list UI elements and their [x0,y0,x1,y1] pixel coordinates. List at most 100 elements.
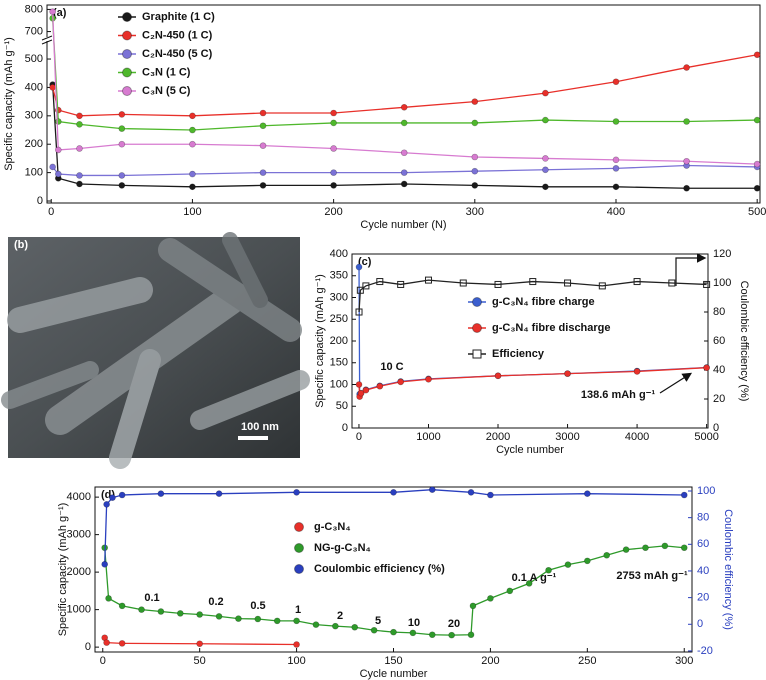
data-point [622,546,630,553]
y2-tick-label: 120 [713,248,731,260]
legend-label: C₂N-450 (5 C) [142,48,213,60]
y2-tick-label: 60 [713,335,725,347]
legend-label: Efficiency [492,348,545,360]
data-point [525,580,533,587]
data-point [105,595,112,602]
data-point [400,119,408,127]
x-axis-label: Cycle number [360,668,428,680]
data-point [425,375,432,383]
axis-break [44,37,50,41]
y2-tick-label: 80 [713,306,725,318]
data-point [49,163,56,171]
data-point [138,606,145,613]
data-point [471,153,479,161]
x-tick-label: 250 [578,655,596,667]
data-point [293,617,300,625]
legend-label: NG-g-C₃N₄ [314,542,371,554]
x-tick-label: 300 [466,206,484,218]
data-point [753,160,761,168]
data-point [357,389,365,397]
data-point [76,180,83,188]
data-point [428,486,436,493]
annotation: 0.5 [250,600,265,612]
legend-label: C₃N (1 C) [142,66,191,78]
data-point [612,165,620,172]
axis-break [41,35,53,45]
legend-marker [472,323,482,333]
data-point [355,381,363,388]
data-point [542,89,549,97]
data-point [293,489,300,496]
data-point [564,370,571,377]
data-point [103,501,110,508]
data-point [330,109,337,117]
legend-marker [294,564,304,574]
legend-label: g-C₃N₄ fibre discharge [492,322,611,334]
data-point [54,146,62,154]
x-tick-label: 2000 [486,431,510,443]
y2-tick-label: 40 [697,565,709,577]
y-tick-label: 500 [25,53,43,65]
data-point [189,112,196,120]
annotation: 0.2 [208,596,223,608]
panel-label: (b) [14,239,28,251]
data-point [109,494,116,501]
data-point [529,278,537,286]
series-line [104,545,685,636]
series-line [104,489,685,565]
data-point [400,149,408,157]
data-point [390,489,397,496]
data-point [612,118,620,125]
data-point [76,172,83,179]
scale-bar-label: 100 nm [241,421,279,433]
data-point [400,104,408,111]
data-point [157,608,165,615]
legend-marker [472,297,482,307]
data-point [494,280,502,288]
data-point [471,182,479,189]
data-point [54,118,62,125]
data-point [235,615,242,622]
data-point [753,184,761,192]
x-tick-label: 0 [100,655,106,667]
data-point [542,166,549,174]
x-axis-label: Cycle number [496,444,564,456]
data-point [603,551,611,559]
data-point [683,118,690,125]
x-axis-label: Cycle number (N) [360,219,446,231]
data-point [703,280,711,288]
x-tick-label: 3000 [555,431,579,443]
data-point [355,308,363,316]
data-point [397,378,404,386]
data-point [118,140,126,148]
annotation: 10 [408,617,420,629]
data-point [612,78,620,86]
data-point [76,145,83,152]
data-point [54,170,62,178]
data-point [390,628,397,636]
x-tick-label: 100 [287,655,305,667]
data-point [487,595,494,602]
data-point [564,561,572,568]
data-point [293,641,300,648]
data-point [400,169,408,176]
data-point [584,557,591,565]
x-tick-label: 200 [481,655,499,667]
data-point [215,490,223,497]
y-tick-label: 200 [330,335,348,347]
x-tick-label: 50 [194,655,206,667]
data-point [259,122,267,130]
data-point [330,169,337,176]
x-tick-label: 400 [607,206,625,218]
data-point [428,631,436,639]
data-point [680,544,688,552]
y-axis-label: Specific capacity (mAh g⁻¹) [57,503,69,637]
y-tick-label: 400 [330,248,348,260]
data-point [118,491,126,499]
data-point [612,156,620,164]
y-tick-label: 800 [25,3,43,15]
data-point [103,639,110,646]
data-point [118,172,126,179]
y-axis-label: Specific capacity (mAh g⁻¹) [3,37,15,171]
